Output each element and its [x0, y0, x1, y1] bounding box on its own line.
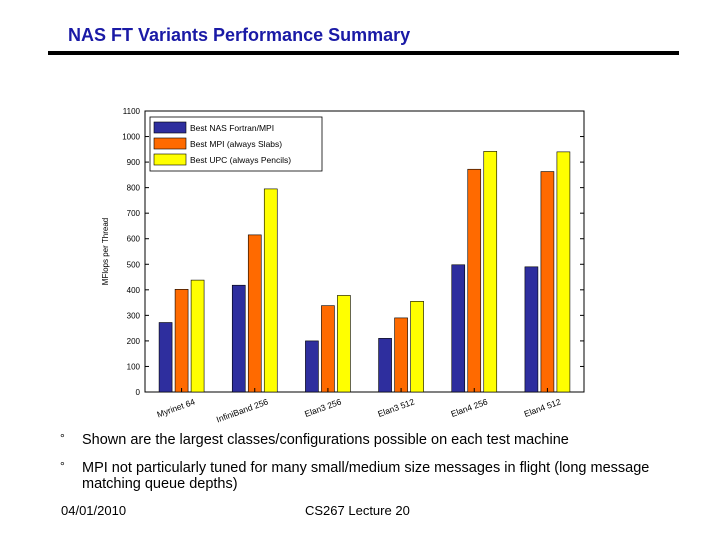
x-tick-label: InfiniBand 256: [215, 396, 270, 424]
footer-course: CS267 Lecture 20: [305, 503, 410, 518]
y-tick-label: 200: [127, 337, 141, 346]
legend-label: Best NAS Fortran/MPI: [190, 123, 274, 133]
bar: [524, 266, 539, 393]
title-rule: [48, 51, 679, 55]
y-tick-label: 300: [127, 311, 141, 320]
bar: [247, 234, 262, 393]
bar: [394, 317, 408, 393]
bar: [451, 264, 466, 393]
bar: [321, 305, 335, 393]
legend-swatch: [153, 153, 187, 166]
y-tick-label: 900: [127, 158, 141, 167]
y-tick-label: 100: [127, 362, 141, 371]
x-tick-label: Elan3 256: [303, 396, 343, 419]
bar: [337, 295, 351, 393]
bullet-marker: °: [60, 431, 65, 445]
bullet-text: Shown are the largest classes/configurat…: [82, 432, 569, 448]
legend-label: Best UPC (always Pencils): [190, 155, 291, 165]
bar: [467, 168, 482, 393]
y-tick-label: 0: [136, 388, 141, 397]
bar: [263, 188, 278, 393]
footer-date: 04/01/2010: [61, 503, 127, 518]
slide-title: NAS FT Variants Performance Summary: [68, 25, 411, 45]
y-axis-label: MFlops per Thread: [101, 218, 110, 285]
y-tick-label: 1000: [122, 133, 140, 142]
x-tick-label: Elan3 512: [376, 396, 416, 419]
y-tick-label: 1100: [123, 107, 141, 116]
x-tick-label: Elan4 512: [523, 396, 563, 419]
bullet-text: MPI not particularly tuned for many smal…: [82, 460, 650, 492]
bar: [231, 284, 246, 393]
y-tick-label: 700: [127, 209, 141, 218]
bar: [540, 171, 555, 393]
bar: [158, 322, 173, 393]
bar: [410, 301, 424, 393]
y-tick-label: 800: [127, 184, 141, 193]
x-tick-label: Myrinet 64: [156, 396, 197, 419]
x-tick-label: Elan4 256: [450, 396, 490, 419]
bar: [378, 338, 392, 393]
y-tick-label: 600: [127, 235, 141, 244]
legend-label: Best MPI (always Slabs): [190, 139, 282, 149]
bar: [174, 289, 189, 393]
bar: [483, 151, 498, 393]
bullet-marker: °: [60, 459, 65, 473]
bar-chart: 0 100 200 300 400 500 600 700 800 900 1000 1100 MFlo…: [101, 107, 585, 424]
bar: [305, 340, 319, 393]
legend-swatch: [153, 137, 187, 150]
bar: [556, 151, 571, 393]
y-tick-label: 400: [127, 286, 141, 295]
legend-swatch: [153, 121, 187, 134]
bar: [190, 279, 205, 393]
y-tick-label: 500: [127, 260, 141, 269]
